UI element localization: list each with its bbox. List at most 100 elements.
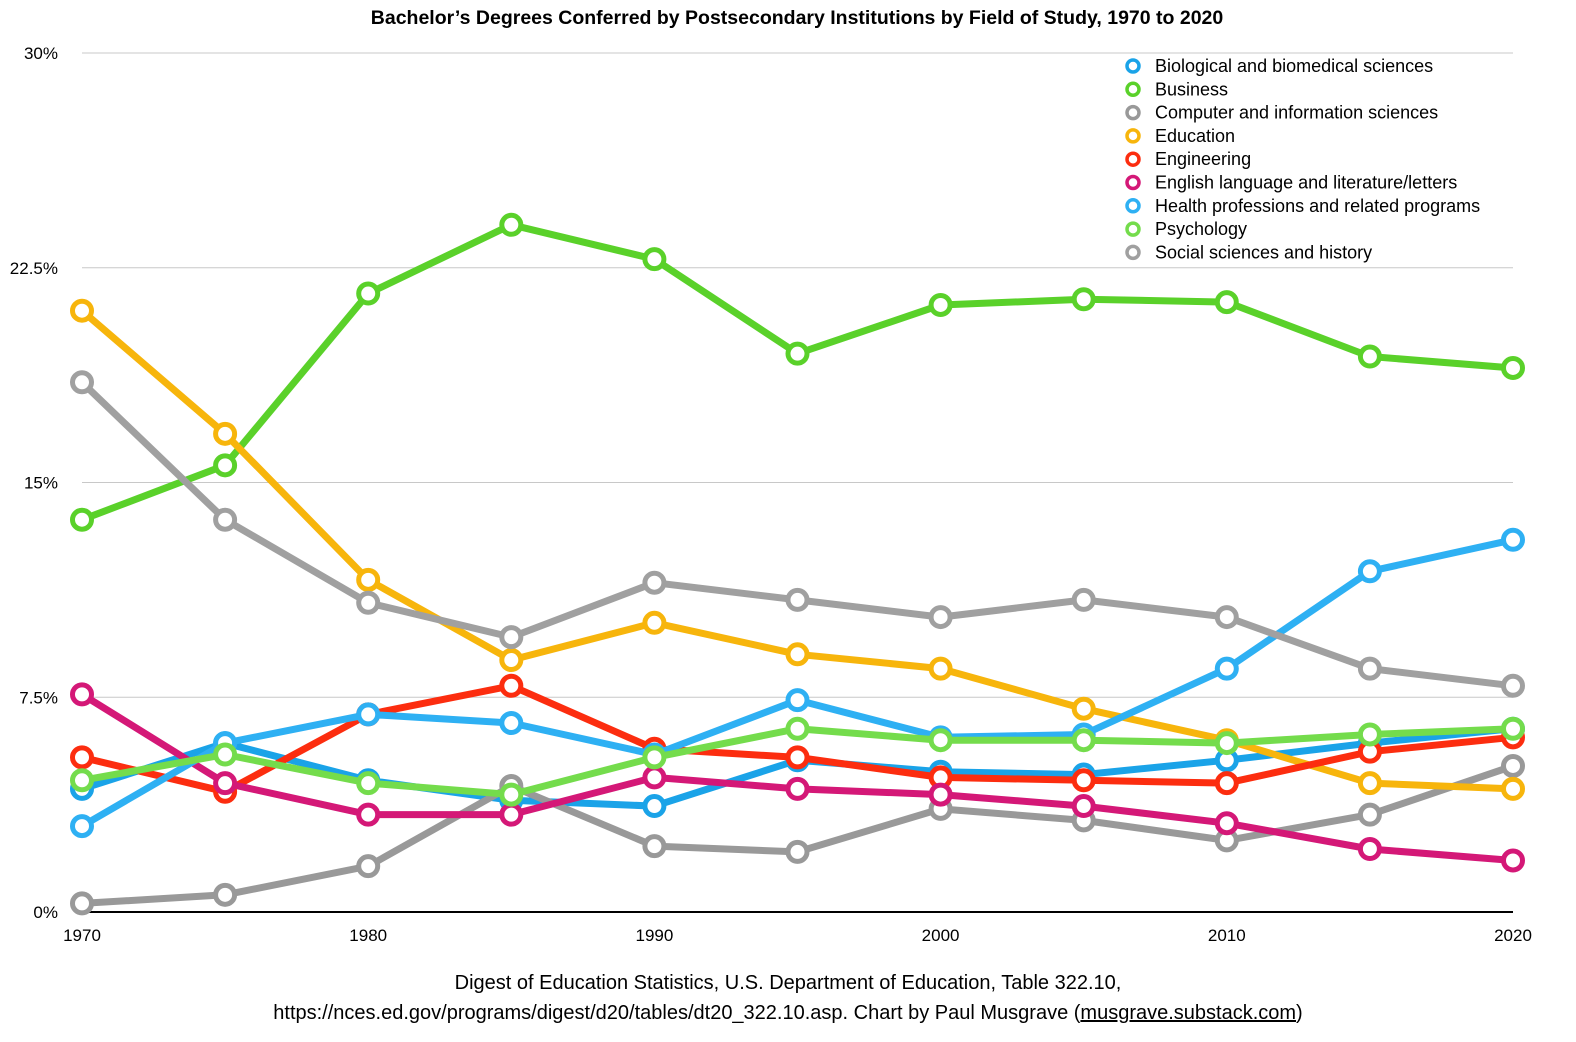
data-point: [642, 247, 667, 272]
data-point: [70, 891, 94, 916]
legend-label: Education: [1155, 126, 1235, 146]
data-point: [499, 625, 524, 650]
legend-marker: [1125, 104, 1141, 121]
legend-label: Business: [1155, 79, 1228, 99]
series-line: [78, 378, 1517, 690]
legend-label: Engineering: [1155, 149, 1251, 169]
legend-item: Business: [1125, 79, 1228, 99]
data-point: [1357, 344, 1382, 369]
legend-marker: [1125, 244, 1141, 261]
data-point: [1071, 768, 1096, 793]
data-point: [499, 673, 524, 698]
data-point: [1501, 753, 1525, 778]
legend-item: Biological and biomedical sciences: [1125, 56, 1433, 76]
data-point: [642, 834, 667, 859]
data-point: [1214, 771, 1239, 796]
x-tick-label: 2020: [1494, 926, 1532, 945]
data-point: [642, 765, 667, 790]
data-point: [499, 648, 524, 673]
legend-item: Education: [1125, 126, 1235, 146]
legend-item: Psychology: [1125, 219, 1247, 239]
legend-marker: [1125, 151, 1141, 167]
data-point: [1214, 731, 1239, 756]
data-point: [785, 716, 810, 741]
data-point: [1071, 587, 1096, 612]
legend-label: Health professions and related programs: [1155, 196, 1480, 216]
data-point: [928, 292, 953, 317]
data-point: [1501, 776, 1525, 801]
series-group: [70, 682, 1525, 873]
legend-label: Computer and information sciences: [1155, 103, 1438, 123]
data-point: [1071, 794, 1096, 819]
substack-link[interactable]: musgrave.substack.com: [1080, 1002, 1297, 1024]
legend-label: Biological and biomedical sciences: [1155, 56, 1433, 76]
data-point: [356, 590, 381, 615]
data-point: [499, 711, 524, 736]
data-point: [1357, 771, 1382, 796]
data-point: [1357, 656, 1382, 681]
data-point: [70, 298, 94, 323]
legend-marker: [1125, 128, 1141, 144]
data-point: [70, 507, 94, 532]
data-point: [70, 682, 94, 707]
data-point: [213, 421, 238, 446]
data-point: [642, 610, 667, 635]
data-point: [499, 782, 524, 807]
data-point: [1071, 696, 1096, 721]
data-point: [70, 745, 94, 770]
data-point: [356, 802, 381, 827]
data-point: [928, 782, 953, 807]
series-group: [70, 212, 1525, 532]
x-tick-label: 2000: [922, 926, 960, 945]
data-point: [356, 567, 381, 592]
x-tick-label: 2010: [1208, 926, 1246, 945]
series-group: [70, 370, 1525, 698]
data-point: [785, 341, 810, 366]
data-point: [785, 745, 810, 770]
legend-item: Engineering: [1125, 149, 1251, 169]
y-tick-label: 7.5%: [19, 688, 58, 707]
data-point: [213, 882, 238, 907]
data-point: [1214, 290, 1239, 315]
data-point: [1357, 837, 1382, 862]
y-tick-label: 0%: [33, 903, 58, 922]
data-point: [499, 802, 524, 827]
legend-marker: [1125, 221, 1141, 237]
data-point: [1214, 811, 1239, 836]
data-point: [785, 776, 810, 801]
data-point: [928, 656, 953, 681]
data-point: [1357, 559, 1382, 584]
y-tick-label: 30%: [24, 44, 58, 63]
data-point: [356, 281, 381, 306]
data-point: [1214, 605, 1239, 630]
data-point: [70, 768, 94, 793]
x-tick-label: 1990: [635, 926, 673, 945]
data-point: [356, 702, 381, 727]
data-point: [1071, 287, 1096, 312]
data-point: [785, 587, 810, 612]
series-group: [70, 298, 1525, 801]
data-point: [928, 605, 953, 630]
legend-marker: [1125, 198, 1141, 214]
series-group: [70, 716, 1525, 807]
data-point: [1071, 728, 1096, 753]
data-point: [642, 570, 667, 595]
data-point: [1501, 716, 1525, 741]
data-point: [1357, 722, 1382, 747]
data-point: [785, 642, 810, 667]
legend-label: Social sciences and history: [1155, 242, 1372, 262]
data-point: [1501, 673, 1525, 698]
source-close-paren: ): [1296, 1002, 1303, 1024]
data-point: [1357, 802, 1382, 827]
data-point: [1214, 656, 1239, 681]
legend-item: Computer and information sciences: [1125, 103, 1438, 123]
data-point: [499, 212, 524, 237]
legend: Biological and biomedical sciences Busine…: [1125, 56, 1480, 262]
source-url-text: https://nces.ed.gov/programs/digest/d20/…: [273, 1002, 1081, 1024]
legend-label: English language and literature/letters: [1155, 173, 1457, 193]
y-tick-label: 15%: [24, 474, 58, 493]
data-point: [1501, 848, 1525, 873]
legend-marker: [1125, 174, 1141, 191]
source-line-2: https://nces.ed.gov/programs/digest/d20/…: [0, 998, 1576, 1028]
legend-label: Psychology: [1155, 219, 1247, 239]
